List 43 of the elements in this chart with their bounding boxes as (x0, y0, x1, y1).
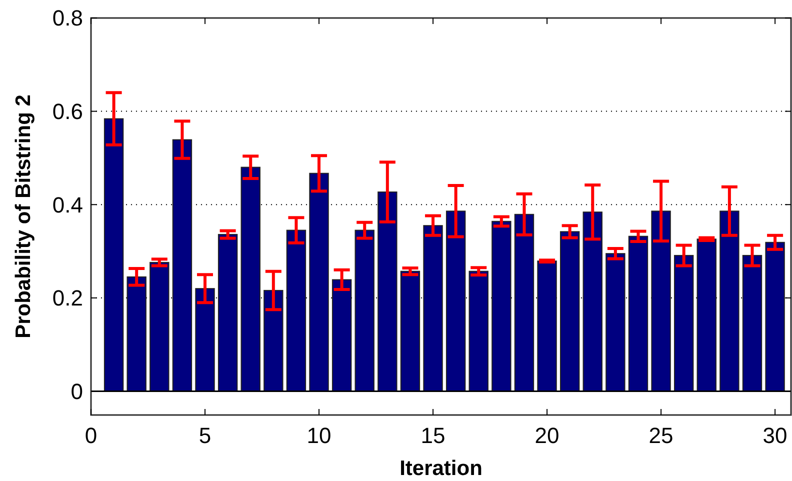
bar (468, 270, 488, 392)
bar (423, 225, 443, 392)
x-tick-label: 15 (420, 423, 446, 448)
bar (172, 139, 192, 392)
bar (446, 210, 466, 392)
bar (720, 210, 740, 392)
bar (400, 270, 420, 392)
bar (651, 210, 671, 392)
bar (378, 192, 398, 392)
y-tick-label: 0.6 (52, 99, 83, 124)
bar (628, 236, 648, 392)
bar (218, 234, 238, 392)
bar (104, 118, 124, 392)
bar (332, 279, 352, 392)
y-tick-label: 0.8 (52, 6, 83, 31)
bar (240, 166, 260, 392)
bar (264, 290, 284, 392)
y-axis-title: Probability of Bitstring 2 (12, 94, 35, 338)
x-tick-label: 30 (762, 423, 788, 448)
bar (514, 214, 534, 392)
x-tick-label: 10 (306, 423, 332, 448)
bar (126, 276, 146, 392)
bar (560, 231, 580, 392)
bar (309, 172, 329, 392)
bar (674, 254, 694, 392)
x-tick-label: 20 (534, 423, 560, 448)
y-tick-label: 0 (70, 378, 83, 404)
bar (195, 288, 215, 392)
bar (696, 238, 716, 392)
bar (286, 230, 306, 392)
bar (582, 212, 602, 392)
bar (492, 220, 512, 392)
bar (765, 242, 785, 392)
x-tick-label: 5 (198, 423, 212, 448)
bar (742, 254, 762, 392)
y-tick-label: 0.2 (52, 286, 83, 311)
x-axis-title: Iteration (400, 457, 482, 480)
bar (606, 253, 626, 392)
y-tick-label: 0.4 (52, 192, 83, 218)
bar (537, 260, 557, 392)
bar (354, 230, 374, 392)
x-tick-label: 25 (648, 423, 674, 448)
bar (150, 262, 170, 392)
